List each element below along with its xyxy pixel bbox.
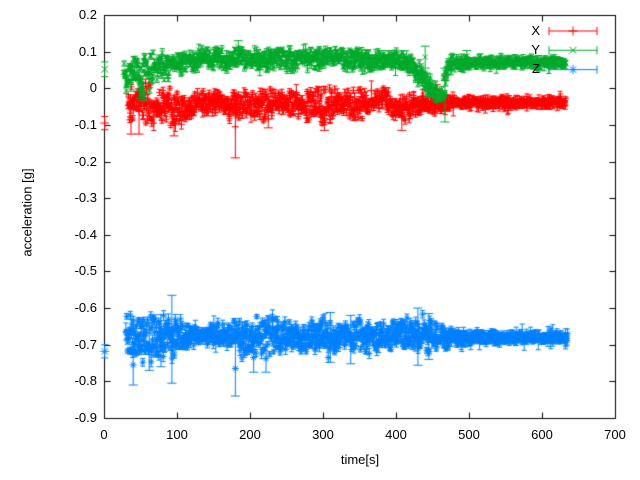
legend-label-y: Y xyxy=(531,42,540,57)
y-tick-label: -0.3 xyxy=(74,190,97,205)
x-tick-label: 300 xyxy=(312,427,334,442)
y-tick-label: 0 xyxy=(89,80,97,95)
y-tick-label: -0.9 xyxy=(74,410,97,425)
y-tick-label: -0.5 xyxy=(74,263,97,278)
legend-label-z: Z xyxy=(532,61,540,76)
y-axis-title: acceleration [g] xyxy=(19,168,35,257)
y-tick-label: -0.7 xyxy=(74,337,97,352)
y-tick-label: -0.6 xyxy=(74,300,97,315)
y-tick-label: -0.4 xyxy=(74,227,97,242)
x-tick-label: 600 xyxy=(531,427,553,442)
x-tick-label: 700 xyxy=(604,427,626,442)
y-tick-label: -0.1 xyxy=(74,117,97,132)
x-tick-label: 400 xyxy=(385,427,407,442)
y-tick-label: 0.2 xyxy=(78,7,97,22)
y-tick-label: 0.1 xyxy=(78,44,97,59)
x-tick-label: 200 xyxy=(239,427,261,442)
x-axis-title: time[s] xyxy=(340,452,380,467)
y-tick-label: -0.8 xyxy=(74,373,97,388)
x-tick-label: 100 xyxy=(166,427,188,442)
x-tick-label: 500 xyxy=(458,427,480,442)
x-tick-label: 0 xyxy=(100,427,108,442)
legend-label-x: X xyxy=(531,23,540,38)
y-tick-label: -0.2 xyxy=(74,154,97,169)
